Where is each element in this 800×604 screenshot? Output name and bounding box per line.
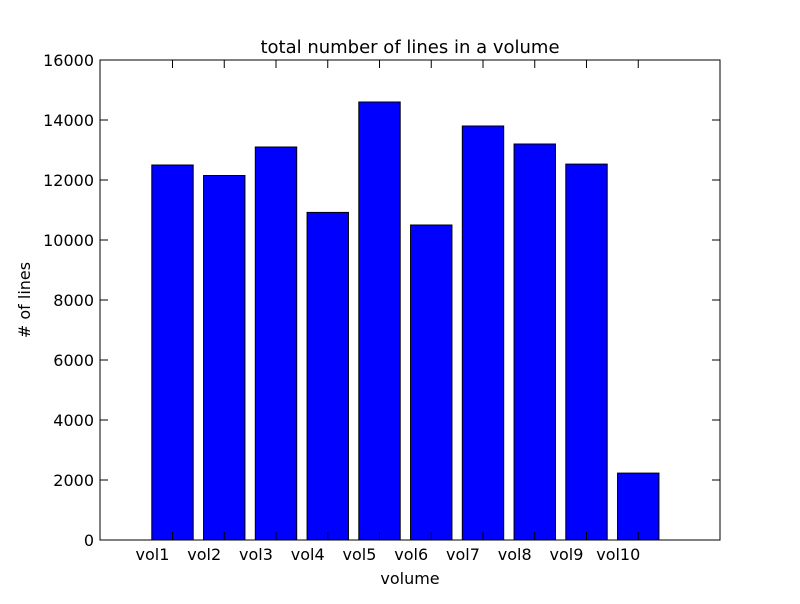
x-tick-label-vol6: vol6 (394, 545, 428, 564)
x-tick-label-vol1: vol1 (136, 545, 170, 564)
x-tick-labels: vol1 vol2 vol3 vol4 vol5 vol6 vol7 vol8 vol9 vol1… (136, 545, 641, 564)
y-axis-label: # of lines (15, 262, 34, 338)
bar-vol4 (306, 211, 349, 541)
y-tick-label: 10000 (43, 231, 94, 250)
bar-vol5 (358, 101, 401, 541)
bar-vol2 (203, 175, 246, 541)
y-tick-label: 6000 (53, 351, 94, 370)
bar-vol6 (410, 224, 453, 541)
x-tick-label-vol7: vol7 (446, 545, 480, 564)
y-tick-label: 16000 (43, 51, 94, 70)
ticks-layer (100, 59, 720, 541)
x-tick-label-vol9: vol9 (550, 545, 584, 564)
x-tick-label-vol8: vol8 (498, 545, 532, 564)
x-tick-label-vol3: vol3 (239, 545, 273, 564)
y-tick-label: 12000 (43, 171, 94, 190)
bar-vol9 (565, 163, 608, 541)
y-tick-labels: 0 2000 4000 6000 8000 10000 12000 14000 16000 (43, 51, 94, 550)
bars-layer (151, 101, 660, 541)
y-tick-label: 2000 (53, 471, 94, 490)
y-tick-label: 0 (84, 531, 94, 550)
y-tick-label: 14000 (43, 111, 94, 130)
bar-vol3 (254, 146, 298, 541)
x-tick-label-vol4: vol4 (291, 545, 325, 564)
chart-title: total number of lines in a volume (260, 37, 559, 58)
bar-vol10 (617, 472, 660, 541)
x-tick-label-vol5: vol5 (343, 545, 377, 564)
x-axis-label: volume (380, 569, 439, 588)
y-tick-label: 4000 (53, 411, 94, 430)
y-tick-label: 8000 (53, 291, 94, 310)
x-tick-label-vol10: vol10 (596, 545, 640, 564)
bar-vol1 (151, 164, 194, 541)
x-tick-label-vol2: vol2 (187, 545, 221, 564)
bar-vol7 (461, 125, 505, 541)
bar-vol8 (513, 143, 556, 541)
